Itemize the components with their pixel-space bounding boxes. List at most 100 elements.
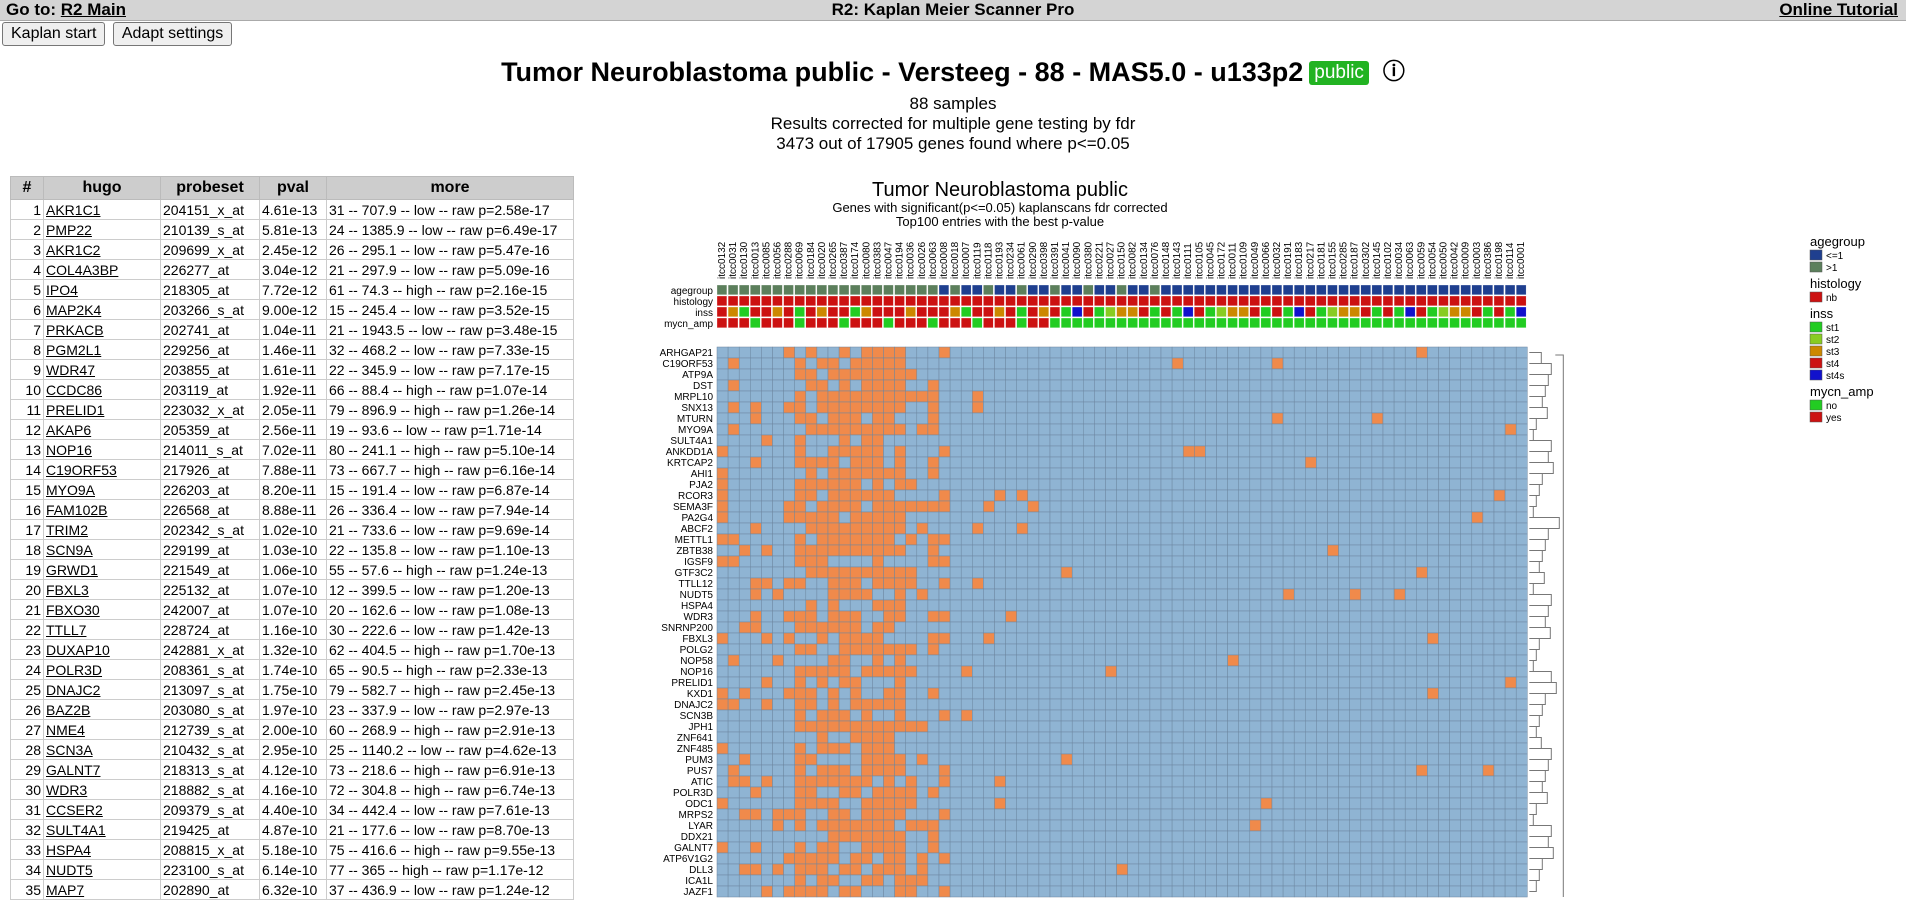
gene-link[interactable]: SCN9A (46, 541, 93, 558)
heatmap-cell (1438, 379, 1450, 392)
gene-link[interactable]: FBXL3 (46, 581, 89, 598)
heatmap-cell (1216, 522, 1228, 535)
heatmap-cell (716, 797, 729, 810)
heatmap-cell (816, 874, 829, 887)
heatmap-cell (1016, 643, 1029, 656)
cell-hugo: MYO9A (43, 479, 161, 500)
gene-link[interactable]: TRIM2 (46, 521, 88, 538)
heatmap-cell (1038, 544, 1051, 557)
heatmap-cell (960, 445, 973, 458)
heatmap-cell (905, 863, 918, 876)
heatmap-cell (960, 764, 973, 777)
adapt-settings-button[interactable]: Adapt settings (112, 22, 233, 46)
gene-link[interactable]: NUDT5 (46, 861, 93, 878)
heatmap-cell (1160, 401, 1173, 414)
heatmap-cell (1094, 885, 1106, 898)
heatmap-cell (716, 390, 729, 403)
heatmap-cell (761, 577, 773, 590)
heatmap-cell (716, 852, 729, 865)
gene-link[interactable]: WDR47 (46, 361, 96, 378)
heatmap-cell (960, 863, 973, 876)
gene-link[interactable]: AKR1C1 (46, 201, 101, 218)
kaplan-start-button[interactable]: Kaplan start (2, 22, 106, 46)
gene-link[interactable]: FBXO30 (46, 601, 100, 618)
heatmap-cell (994, 434, 1006, 447)
gene-link[interactable]: COL4A3BP (46, 261, 119, 278)
gene-link[interactable]: POLR3D (46, 661, 103, 678)
cell-more: 73 -- 667.7 -- high -- raw p=6.16e-14 (326, 459, 574, 480)
heatmap-cell (1116, 544, 1128, 557)
annotation-cell (1194, 295, 1205, 306)
heatmap-cell (750, 445, 762, 458)
heatmap-cell (1260, 698, 1273, 711)
gene-link[interactable]: IPO4 (46, 281, 78, 298)
online-tutorial-link[interactable]: Online Tutorial (1779, 0, 1898, 19)
annotation-cell (1216, 306, 1227, 317)
heatmap-cell (761, 665, 773, 678)
gene-link[interactable]: SCN3A (46, 741, 93, 758)
gene-link[interactable]: MYO9A (46, 481, 96, 498)
heatmap-cell (1460, 555, 1473, 568)
gene-link[interactable]: HSPA4 (46, 841, 91, 858)
sample-label: itcc0155 (1328, 241, 1339, 279)
annotation-cell (927, 284, 938, 295)
heatmap-cell (827, 621, 840, 634)
heatmap-cell (905, 368, 918, 381)
gene-link[interactable]: CCSER2 (46, 801, 103, 818)
gene-link[interactable]: AKAP6 (46, 421, 92, 438)
heatmap-cell (1349, 830, 1362, 843)
annotation-cell (1083, 295, 1094, 306)
heatmap-cell (1171, 731, 1184, 744)
gene-link[interactable]: FAM102B (46, 501, 108, 518)
gene-link[interactable]: PGM2L1 (46, 341, 102, 358)
col-header-probeset[interactable]: probeset (160, 176, 260, 200)
gene-link[interactable]: C19ORF53 (46, 461, 117, 478)
gene-link[interactable]: BAZ2B (46, 701, 91, 718)
gene-link[interactable]: CCDC86 (46, 381, 103, 398)
heatmap-cell (838, 566, 851, 579)
heatmap-cell (1482, 357, 1495, 370)
heatmap-cell (1249, 830, 1262, 843)
gene-link[interactable]: MAP2K4 (46, 301, 102, 318)
gene-link[interactable]: NOP16 (46, 441, 92, 458)
heatmap-cell (772, 478, 784, 491)
heatmap-cell (938, 863, 951, 876)
heatmap-cell (1227, 665, 1239, 678)
col-header-more[interactable]: more (326, 176, 574, 200)
gene-link[interactable]: WDR3 (46, 781, 88, 798)
heatmap-cell (1116, 434, 1128, 447)
r2-main-link[interactable]: R2 Main (60, 0, 126, 19)
heatmap-cell (1127, 874, 1140, 887)
heatmap-cell (1360, 665, 1373, 678)
gene-link[interactable]: GRWD1 (46, 561, 98, 578)
heatmap-cell (1127, 841, 1140, 854)
heatmap-cell (849, 819, 862, 832)
heatmap-cell (1094, 775, 1106, 788)
gene-link[interactable]: GALNT7 (46, 761, 101, 778)
heatmap-cell (1238, 379, 1251, 392)
info-icon[interactable]: ⓘ (1382, 59, 1405, 84)
heatmap-cell (1205, 555, 1217, 568)
gene-link[interactable]: NME4 (46, 721, 85, 738)
gene-link[interactable]: PMP22 (46, 221, 92, 238)
heatmap-cell (949, 555, 962, 568)
heatmap-cell (1071, 808, 1084, 821)
col-header-hugo[interactable]: hugo (43, 176, 161, 200)
annotation-cell (739, 295, 750, 306)
heatmap-cell (783, 720, 795, 733)
gene-link[interactable]: AKR1C2 (46, 241, 101, 258)
gene-link[interactable]: DUXAP10 (46, 641, 110, 658)
table-row: 11 PRELID1 223032_x_at 2.05e-11 79 -- 896.9 … (10, 399, 574, 420)
gene-link[interactable]: PRELID1 (46, 401, 105, 418)
heatmap-cell (1105, 643, 1117, 656)
col-header-index[interactable]: # (10, 176, 44, 200)
col-header-pval[interactable]: pval (259, 176, 327, 200)
heatmap-cell (1349, 346, 1362, 359)
gene-link[interactable]: SULT4A1 (46, 821, 106, 838)
gene-link[interactable]: PRKACB (46, 321, 104, 338)
gene-link[interactable]: MAP7 (46, 881, 85, 898)
heatmap-cell (1282, 588, 1295, 601)
gene-link[interactable]: DNAJC2 (46, 681, 101, 698)
heatmap-cell (938, 544, 951, 557)
gene-link[interactable]: TTLL7 (46, 621, 87, 638)
